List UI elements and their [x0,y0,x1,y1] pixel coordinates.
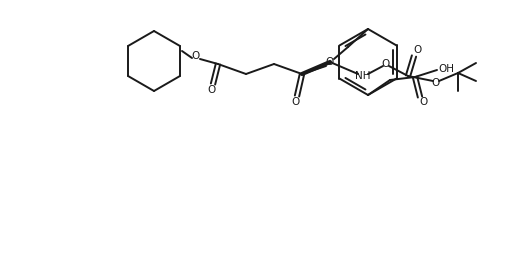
Text: O: O [192,51,200,61]
Text: OH: OH [438,64,454,74]
Text: O: O [432,78,440,88]
Text: O: O [382,59,390,69]
Text: NH: NH [355,71,371,81]
Text: O: O [207,85,215,95]
Text: O: O [291,97,299,107]
Text: O: O [419,97,427,107]
Text: O: O [326,57,334,67]
Text: O: O [413,45,421,55]
